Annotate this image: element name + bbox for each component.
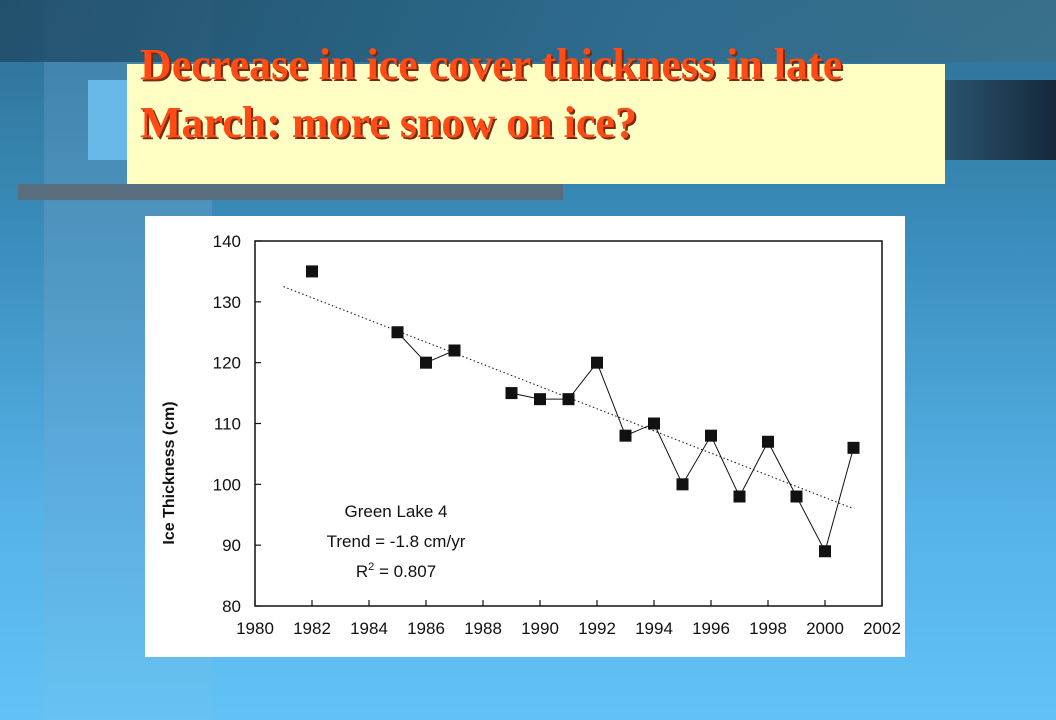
slide-title: Decrease in ice cover thickness in late … (140, 40, 843, 147)
data-point (762, 435, 774, 448)
y-tick-label: 90 (222, 536, 241, 555)
data-point (306, 265, 318, 278)
data-point (619, 429, 632, 442)
data-point (648, 417, 660, 430)
annotation-r-squared: R2 = 0.807 (356, 561, 436, 581)
y-tick-label: 80 (222, 597, 241, 616)
data-point (420, 356, 432, 369)
background-gray-bar (18, 184, 563, 200)
data-point (534, 393, 546, 406)
y-tick-label: 120 (213, 354, 241, 373)
chart: 80 90 100 110 120 130 140 1980 1982 1984 1986 1988 1… (161, 232, 901, 638)
data-point (733, 490, 746, 503)
y-tick-label: 110 (214, 415, 241, 434)
x-tick-label: 1980 (236, 619, 274, 638)
x-tick-label: 1982 (293, 619, 331, 638)
plot-frame (254, 240, 883, 607)
x-tick-label: 1988 (464, 619, 502, 638)
data-point (819, 545, 831, 558)
background-top-band (0, 0, 1056, 62)
y-axis-label: Ice Thickness (cm) (161, 401, 178, 544)
annotation-lake-name: Green Lake 4 (344, 502, 447, 521)
background-dark-block (944, 80, 1056, 160)
y-tick-label: 130 (213, 293, 241, 312)
y-tick-label: 100 (213, 475, 241, 494)
data-point (448, 344, 461, 357)
x-tick-label: 2002 (863, 619, 901, 638)
title-box (127, 64, 945, 184)
y-tick-label: 140 (213, 232, 241, 251)
data-point (505, 387, 518, 400)
data-point (391, 326, 404, 339)
data-point (591, 356, 603, 369)
data-point (847, 441, 860, 454)
x-tick-label: 2000 (806, 619, 844, 638)
x-tick-label: 1994 (635, 619, 673, 638)
data-point (705, 429, 717, 442)
x-tick-label: 1992 (578, 619, 616, 638)
x-tick-label: 1996 (692, 619, 730, 638)
x-tick-label: 1990 (521, 619, 559, 638)
data-point (676, 478, 689, 491)
data-point (790, 490, 803, 503)
chart-panel: 80 90 100 110 120 130 140 1980 1982 1984 1986 1988 1… (145, 216, 905, 657)
data-point (562, 393, 575, 406)
series-line (511, 361, 854, 553)
x-tick-label: 1998 (749, 619, 787, 638)
x-tick-label: 1984 (350, 619, 388, 638)
x-tick-label: 1986 (407, 619, 445, 638)
annotation-trend: Trend = -1.8 cm/yr (327, 532, 466, 551)
